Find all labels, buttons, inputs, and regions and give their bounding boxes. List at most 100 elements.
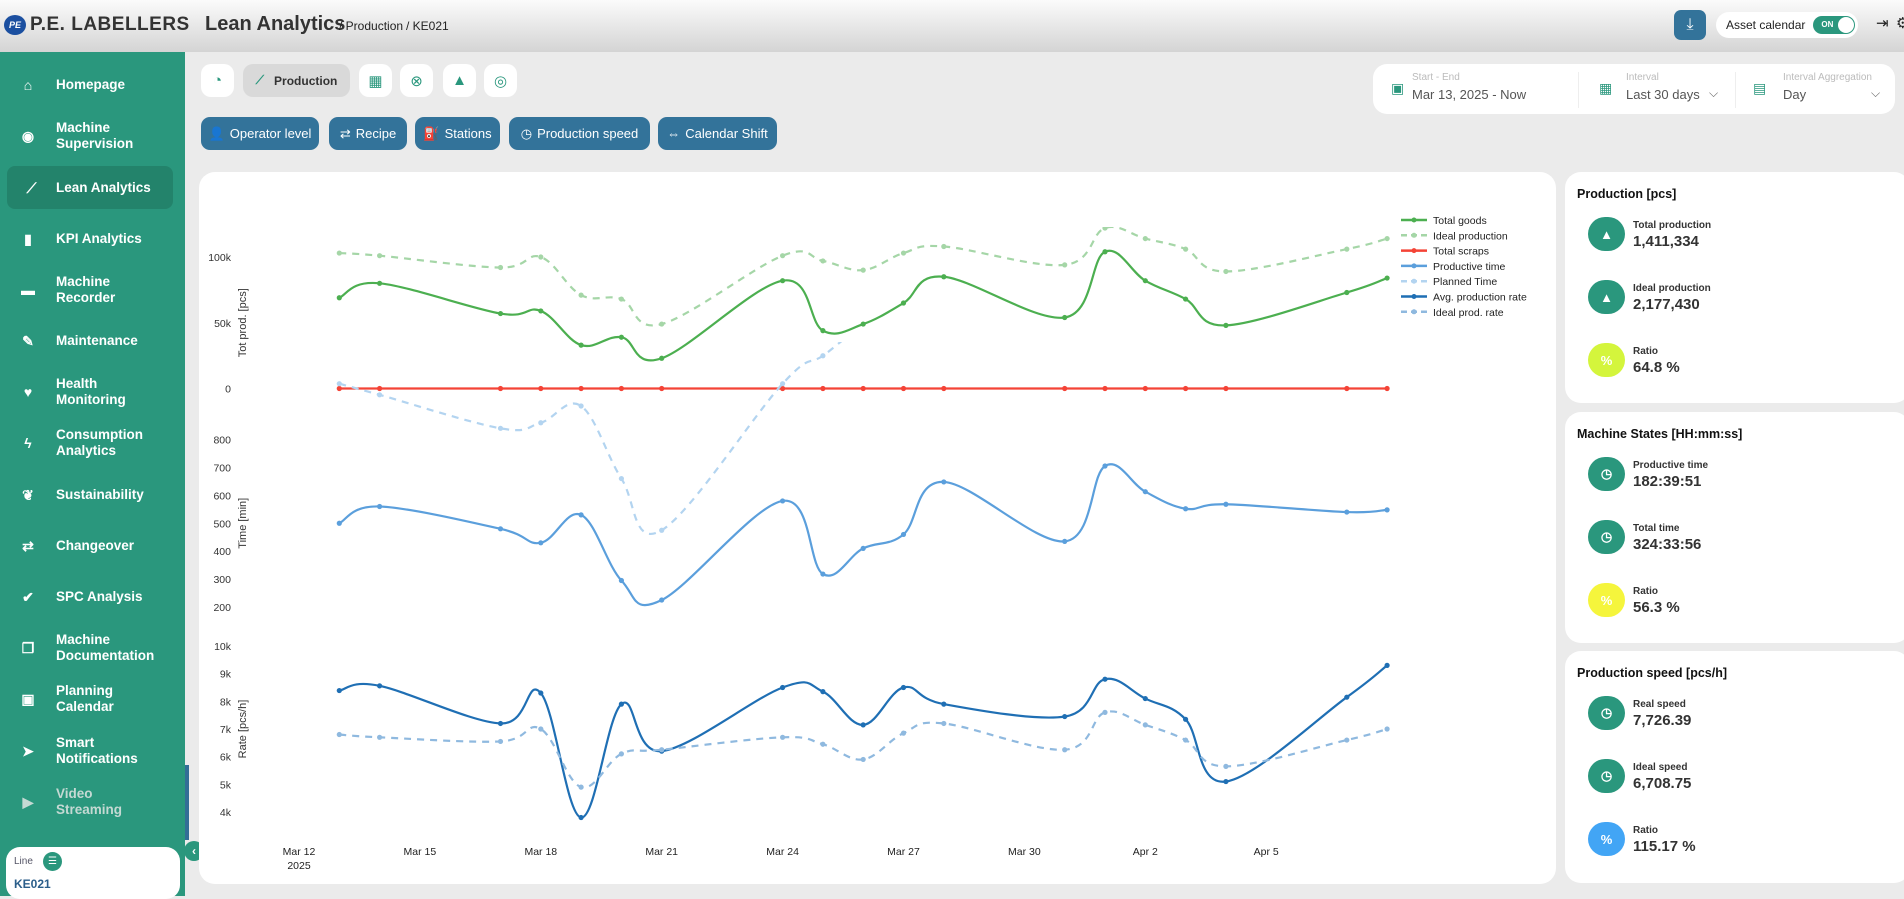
series-line[interactable] bbox=[339, 326, 1387, 535]
legend-item[interactable]: Ideal prod. rate bbox=[1401, 307, 1504, 319]
data-point[interactable] bbox=[941, 479, 947, 485]
data-point[interactable] bbox=[659, 385, 665, 392]
data-point[interactable] bbox=[1102, 709, 1108, 716]
sidebar-item-changeover[interactable]: ⇄ Changeover bbox=[0, 530, 185, 562]
data-point[interactable] bbox=[336, 250, 342, 256]
data-point[interactable] bbox=[1102, 249, 1108, 255]
sidebar-item-spc-analysis[interactable]: ✔ SPC Analysis bbox=[0, 581, 185, 613]
data-point[interactable] bbox=[1223, 268, 1229, 275]
data-point[interactable] bbox=[941, 385, 947, 392]
data-point[interactable] bbox=[618, 385, 624, 392]
data-point[interactable] bbox=[578, 814, 584, 821]
data-point[interactable] bbox=[820, 328, 826, 334]
production-chart[interactable]: Tot prod. [pcs] 0 50k 100k Time [min] 200 300 4… bbox=[199, 172, 1556, 884]
sidebar-item-machine-documentation[interactable]: ❐ Machine Documentation bbox=[0, 632, 185, 664]
data-point[interactable] bbox=[1183, 737, 1189, 743]
data-point[interactable] bbox=[780, 684, 786, 691]
data-point[interactable] bbox=[538, 308, 544, 314]
data-point[interactable] bbox=[1102, 325, 1107, 330]
tab-qr-code[interactable]: ▦ bbox=[359, 64, 392, 97]
data-point[interactable] bbox=[941, 274, 947, 280]
series-avg-production-rate[interactable] bbox=[336, 662, 1390, 821]
sidebar-item-maintenance[interactable]: ✎ Maintenance bbox=[0, 325, 185, 357]
legend-item[interactable]: Ideal production bbox=[1401, 230, 1508, 242]
breadcrumb-line[interactable]: / KE021 bbox=[406, 19, 449, 33]
sidebar-item-video-streaming[interactable]: ▶ Video Streaming bbox=[0, 786, 185, 818]
data-point[interactable] bbox=[497, 264, 504, 271]
data-point[interactable] bbox=[336, 520, 342, 526]
production-speed-button[interactable]: ◷ Production speed bbox=[509, 117, 650, 150]
data-point[interactable] bbox=[1385, 325, 1390, 330]
data-point[interactable] bbox=[860, 722, 866, 728]
data-point[interactable] bbox=[578, 342, 584, 348]
data-point[interactable] bbox=[780, 498, 786, 504]
data-point[interactable] bbox=[941, 325, 946, 330]
sidebar-item-planning-calendar[interactable]: ▣ Planning Calendar bbox=[0, 683, 185, 715]
data-point[interactable] bbox=[780, 278, 786, 284]
data-point[interactable] bbox=[497, 526, 504, 532]
aggregation-select[interactable]: ▤ Interval Aggregation Day ⌵ bbox=[1736, 64, 1895, 114]
data-point[interactable] bbox=[618, 701, 624, 707]
data-point[interactable] bbox=[1062, 314, 1068, 321]
data-point[interactable] bbox=[1183, 506, 1189, 512]
data-point[interactable] bbox=[900, 684, 907, 691]
data-point[interactable] bbox=[659, 355, 665, 361]
logout-icon[interactable]: ⇥ bbox=[1876, 15, 1889, 32]
data-point[interactable] bbox=[1142, 695, 1148, 702]
recipe-button[interactable]: ⇄ Recipe bbox=[329, 117, 407, 150]
data-point[interactable] bbox=[1384, 662, 1390, 668]
data-point[interactable] bbox=[578, 403, 584, 409]
data-point[interactable] bbox=[1062, 713, 1068, 720]
data-point[interactable] bbox=[618, 751, 624, 757]
tab-pie-chart[interactable]: ◔ bbox=[201, 64, 234, 97]
data-point[interactable] bbox=[900, 385, 907, 392]
data-point[interactable] bbox=[578, 292, 584, 298]
data-point[interactable] bbox=[1142, 489, 1148, 495]
data-point[interactable] bbox=[1062, 538, 1068, 544]
data-point[interactable] bbox=[538, 385, 544, 392]
calendar-shift-button[interactable]: ⇔ Calendar Shift bbox=[658, 117, 777, 150]
data-point[interactable] bbox=[941, 701, 947, 707]
data-point[interactable] bbox=[1384, 275, 1390, 281]
data-point[interactable] bbox=[377, 280, 383, 286]
data-point[interactable] bbox=[538, 254, 544, 260]
data-point[interactable] bbox=[1223, 385, 1229, 392]
data-point[interactable] bbox=[1183, 385, 1189, 392]
data-point[interactable] bbox=[1143, 325, 1148, 330]
data-point[interactable] bbox=[618, 475, 624, 482]
series-line[interactable] bbox=[338, 463, 1388, 607]
data-point[interactable] bbox=[1384, 235, 1390, 242]
data-point[interactable] bbox=[538, 540, 544, 546]
data-point[interactable] bbox=[377, 683, 383, 689]
data-point[interactable] bbox=[336, 385, 342, 392]
data-point[interactable] bbox=[1384, 726, 1390, 732]
data-point[interactable] bbox=[578, 512, 584, 518]
data-point[interactable] bbox=[1223, 322, 1229, 328]
data-point[interactable] bbox=[900, 730, 907, 736]
stations-button[interactable]: ⛽ Stations bbox=[415, 117, 500, 150]
tab-warning[interactable]: ▲ bbox=[443, 64, 476, 97]
data-point[interactable] bbox=[659, 527, 665, 533]
data-point[interactable] bbox=[900, 250, 907, 256]
data-point[interactable] bbox=[1183, 246, 1189, 252]
data-point[interactable] bbox=[1223, 501, 1229, 507]
series-ideal-prod-rate[interactable] bbox=[336, 709, 1390, 790]
data-point[interactable] bbox=[1062, 325, 1067, 330]
data-point[interactable] bbox=[941, 720, 947, 727]
sidebar-item-homepage[interactable]: ⌂ Homepage bbox=[0, 69, 185, 101]
sidebar-item-machine-recorder[interactable]: ▬ Machine Recorder bbox=[0, 274, 185, 306]
data-point[interactable] bbox=[860, 545, 866, 551]
data-point[interactable] bbox=[377, 253, 383, 259]
sidebar-item-machine-supervision[interactable]: ◉ Machine Supervision bbox=[0, 120, 185, 152]
data-point[interactable] bbox=[780, 734, 786, 740]
data-point[interactable] bbox=[1183, 325, 1188, 330]
series-ideal-production[interactable] bbox=[336, 225, 1390, 327]
data-point[interactable] bbox=[780, 381, 786, 387]
data-point[interactable] bbox=[659, 597, 665, 603]
tab-cancel-circle[interactable]: ⊗ bbox=[400, 64, 433, 97]
data-point[interactable] bbox=[1142, 722, 1148, 728]
data-point[interactable] bbox=[1344, 289, 1350, 296]
data-point[interactable] bbox=[618, 296, 624, 302]
data-point[interactable] bbox=[820, 385, 826, 392]
breadcrumb-production[interactable]: / Production bbox=[339, 19, 404, 33]
